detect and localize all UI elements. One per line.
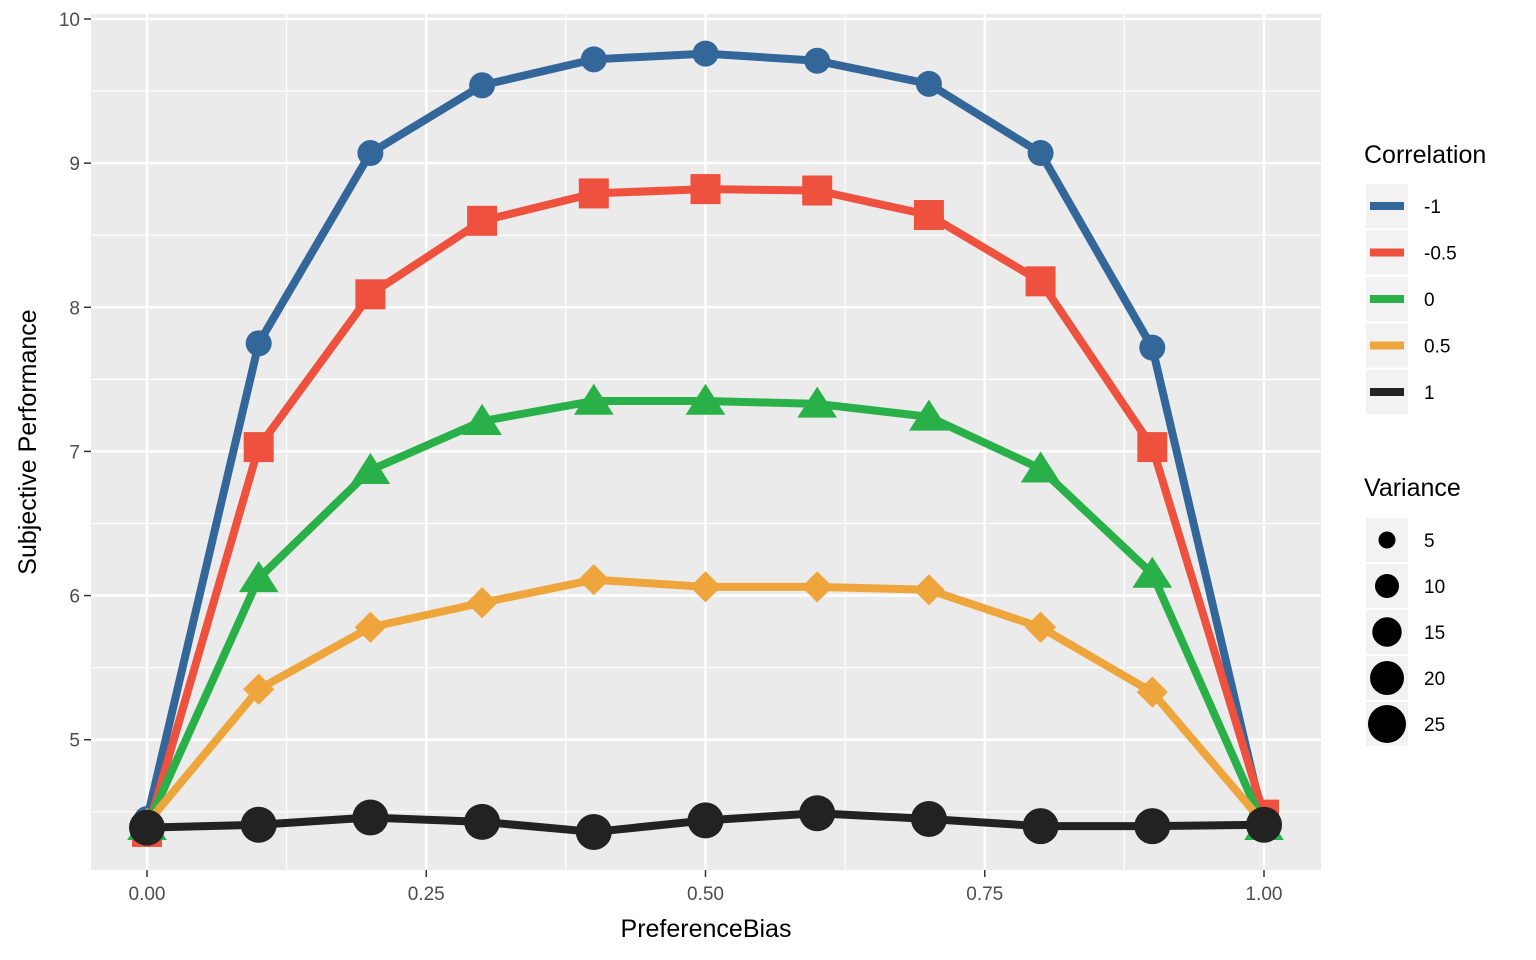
grid <box>91 14 1321 870</box>
data-point <box>578 564 610 596</box>
data-point <box>245 330 272 357</box>
data-point <box>685 383 726 415</box>
x-tick-label: 0.75 <box>966 884 1003 905</box>
legend-size-marker <box>1378 531 1396 549</box>
data-point <box>692 40 719 67</box>
data-point <box>687 802 724 839</box>
data-point <box>689 571 722 603</box>
data-point <box>1025 611 1057 643</box>
data-point <box>1020 451 1061 483</box>
x-tick-label: 0.50 <box>687 884 724 905</box>
data-point <box>1022 808 1059 845</box>
y-axis-title: Subjective Performance <box>14 309 42 574</box>
data-point <box>802 175 833 206</box>
x-tick-label: 0.00 <box>129 884 166 905</box>
data-point <box>243 432 274 463</box>
data-point <box>469 72 496 99</box>
legend-size-label: 25 <box>1424 715 1445 736</box>
data-point <box>801 571 833 603</box>
data-point <box>909 399 949 431</box>
legend-size-title: Variance <box>1364 474 1461 502</box>
legend-size-label: 15 <box>1424 623 1445 644</box>
data-point <box>913 200 944 231</box>
legend-size-label: 20 <box>1424 669 1445 690</box>
data-point <box>467 205 498 236</box>
data-point <box>350 452 391 484</box>
data-point <box>797 386 838 418</box>
data-point <box>804 47 831 74</box>
y-tick-label: 7 <box>69 442 80 463</box>
legend-item-label: 0 <box>1424 290 1435 311</box>
data-point <box>355 279 386 310</box>
data-point <box>1139 334 1166 361</box>
data-point <box>354 611 386 643</box>
data-point <box>1027 140 1054 167</box>
data-point <box>690 174 721 205</box>
data-point <box>573 383 614 415</box>
x-axis-title: PreferenceBias <box>621 915 792 943</box>
y-tick-label: 9 <box>69 154 80 175</box>
axes-layer: 5 6 7 8 9 10 0.00 0.25 0.50 0.75 1.00 <box>59 10 1283 905</box>
data-point <box>243 673 275 705</box>
series-layer <box>127 40 1284 850</box>
data-point <box>462 403 502 435</box>
legend-size-marker <box>1368 705 1406 743</box>
legend-size-marker <box>1370 661 1404 695</box>
series--1 <box>134 40 1277 837</box>
legend-color-title: Correlation <box>1364 141 1486 169</box>
legend-size-marker <box>1374 573 1400 599</box>
x-tick-label: 0.25 <box>408 884 445 905</box>
data-point <box>913 574 945 606</box>
data-point <box>238 561 279 593</box>
series-0.5 <box>131 564 1280 839</box>
legend-item-label: -1 <box>1424 197 1441 218</box>
legend-size-label: 5 <box>1424 531 1435 552</box>
x-tick-label: 1.00 <box>1246 884 1283 905</box>
data-point <box>915 70 942 97</box>
data-point <box>466 587 498 619</box>
y-tick-label: 10 <box>59 10 80 31</box>
y-tick-label: 8 <box>69 298 80 319</box>
y-tick-label: 6 <box>69 587 80 608</box>
data-point <box>1025 266 1056 297</box>
legend-item-label: -0.5 <box>1424 244 1457 265</box>
data-point <box>240 806 277 843</box>
series-1 <box>129 795 1282 850</box>
data-point <box>578 178 609 209</box>
legend-item-label: 0.5 <box>1424 337 1450 358</box>
data-point <box>910 800 947 837</box>
data-point <box>799 795 836 832</box>
legend-size-label: 10 <box>1424 577 1445 598</box>
data-point <box>1246 806 1282 843</box>
data-point <box>1134 808 1171 845</box>
y-tick-label: 5 <box>69 731 80 752</box>
data-point <box>580 46 607 73</box>
legend-item-label: 1 <box>1424 383 1435 404</box>
data-point <box>352 799 389 836</box>
legend: Correlation Variance -1-0.500.5151015202… <box>1364 141 1486 746</box>
legend-size-marker <box>1372 617 1402 647</box>
data-point <box>129 809 165 846</box>
data-point <box>1136 676 1168 708</box>
data-point <box>1132 556 1173 588</box>
data-point <box>575 813 612 850</box>
data-point <box>464 803 501 840</box>
data-point <box>1137 432 1168 463</box>
data-point <box>357 140 384 167</box>
